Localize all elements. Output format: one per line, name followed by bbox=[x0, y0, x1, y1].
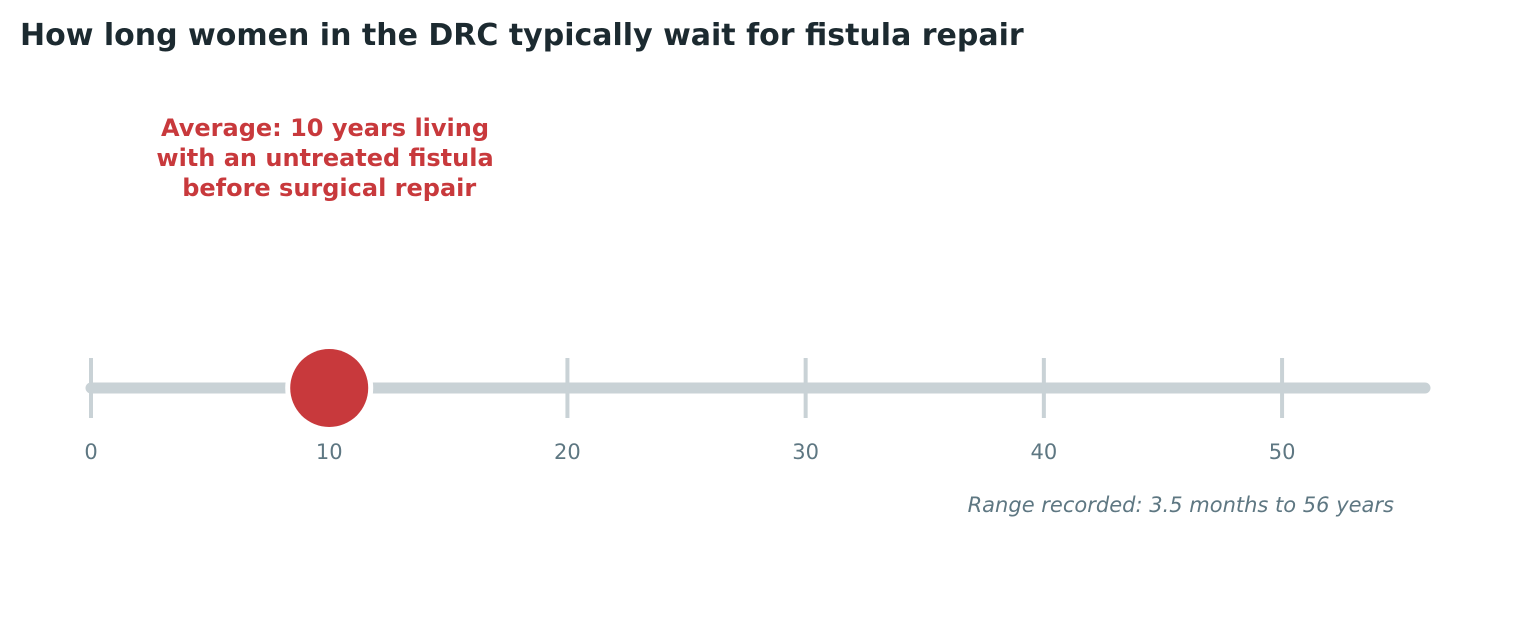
chart-title: How long women in the DRC typically wait… bbox=[20, 18, 1024, 53]
timeline-ticks: 0 10 20 30 40 50 bbox=[84, 358, 1295, 464]
annotation-line-3: before surgical repair bbox=[182, 174, 476, 202]
average-annotation: Average: 10 years living with an untreat… bbox=[156, 114, 502, 202]
tick-label-0: 0 bbox=[84, 440, 97, 464]
annotation-line-1: Average: 10 years living bbox=[161, 114, 489, 142]
tick-label-30: 30 bbox=[792, 440, 819, 464]
range-note: Range recorded: 3.5 months to 56 years bbox=[968, 493, 1394, 517]
average-marker bbox=[290, 349, 369, 427]
tick-label-50: 50 bbox=[1269, 440, 1296, 464]
tick-label-10: 10 bbox=[316, 440, 343, 464]
annotation-line-2: with an untreated fistula bbox=[156, 144, 493, 172]
tick-label-20: 20 bbox=[554, 440, 581, 464]
tick-label-40: 40 bbox=[1030, 440, 1057, 464]
average-marker-group bbox=[285, 344, 374, 432]
